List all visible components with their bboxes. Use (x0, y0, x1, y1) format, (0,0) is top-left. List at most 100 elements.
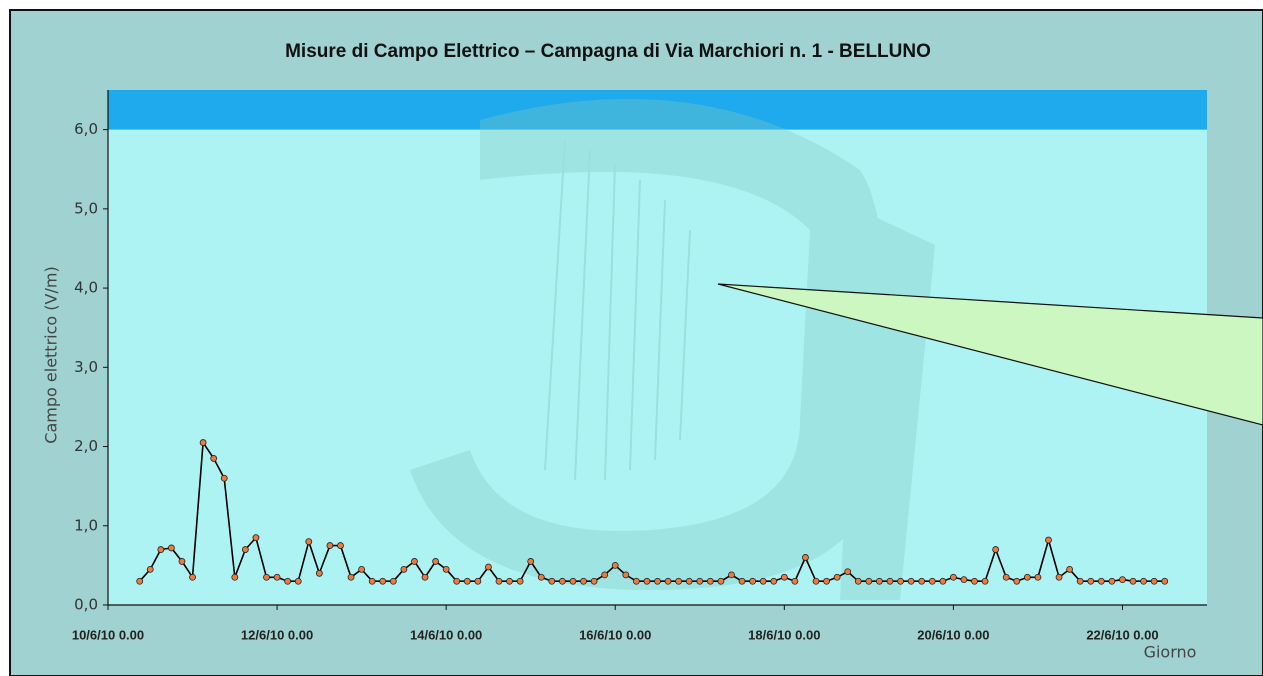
data-point (686, 578, 692, 584)
data-point (200, 440, 206, 446)
x-tick-label: 16/6/10 0.00 (579, 627, 651, 642)
y-tick-label: 0,0 (74, 596, 98, 614)
data-point (1109, 578, 1115, 584)
data-point (337, 543, 343, 549)
data-point (359, 566, 365, 572)
data-point (496, 578, 502, 584)
x-tick-label: 12/6/10 0.00 (241, 627, 313, 642)
data-point (190, 574, 196, 580)
data-point (993, 547, 999, 553)
data-point (771, 578, 777, 584)
data-point (158, 547, 164, 553)
data-point (517, 578, 523, 584)
data-point (549, 578, 555, 584)
data-point (739, 578, 745, 584)
data-point (813, 578, 819, 584)
data-point (411, 558, 417, 564)
data-point (1035, 574, 1041, 580)
data-point (168, 545, 174, 551)
data-point (1151, 578, 1157, 584)
data-point (147, 566, 153, 572)
data-point (1003, 574, 1009, 580)
data-point (401, 566, 407, 572)
data-point (433, 558, 439, 564)
data-point (327, 543, 333, 549)
x-tick-label: 14/6/10 0.00 (410, 627, 482, 642)
x-tick-label: 22/6/10 0.00 (1086, 627, 1158, 642)
data-point (443, 566, 449, 572)
data-point (982, 578, 988, 584)
data-point (707, 578, 713, 584)
data-point (507, 578, 513, 584)
data-point (1098, 578, 1104, 584)
data-point (845, 569, 851, 575)
data-point (1130, 578, 1136, 584)
data-point (485, 564, 491, 570)
y-tick-label: 4,0 (74, 279, 98, 297)
y-tick-label: 3,0 (74, 358, 98, 376)
data-point (866, 578, 872, 584)
data-point (591, 578, 597, 584)
data-point (972, 578, 978, 584)
data-point (644, 578, 650, 584)
data-point (264, 574, 270, 580)
data-point (1119, 577, 1125, 583)
data-point (1067, 566, 1073, 572)
data-point (718, 578, 724, 584)
data-point (422, 574, 428, 580)
data-point (285, 578, 291, 584)
data-point (1162, 578, 1168, 584)
data-point (390, 578, 396, 584)
data-point (898, 578, 904, 584)
data-point (908, 578, 914, 584)
data-point (919, 578, 925, 584)
data-point (1141, 578, 1147, 584)
data-point (274, 574, 280, 580)
data-point (581, 578, 587, 584)
x-tick-label: 20/6/10 0.00 (917, 627, 989, 642)
data-point (528, 558, 534, 564)
data-point (824, 578, 830, 584)
data-point (179, 558, 185, 564)
data-point (1088, 578, 1094, 584)
y-tick-label: 6,0 (74, 120, 98, 138)
chart-title: Misure di Campo Elettrico – Campagna di … (285, 41, 931, 62)
data-point (454, 578, 460, 584)
data-point (887, 578, 893, 584)
data-point (876, 578, 882, 584)
x-tick-label: 10/6/10 0.00 (72, 627, 144, 642)
data-point (665, 578, 671, 584)
data-point (760, 578, 766, 584)
data-point (242, 547, 248, 553)
x-tick-label: 18/6/10 0.00 (748, 627, 820, 642)
data-point (1014, 578, 1020, 584)
data-point (802, 554, 808, 560)
data-point (570, 578, 576, 584)
data-point (316, 570, 322, 576)
y-tick-label: 1,0 (74, 516, 98, 534)
data-point (211, 455, 217, 461)
data-point (750, 578, 756, 584)
data-point (655, 578, 661, 584)
data-point (1045, 537, 1051, 543)
data-point (369, 578, 375, 584)
data-point (538, 574, 544, 580)
data-point (559, 578, 565, 584)
y-tick-label: 2,0 (74, 437, 98, 455)
data-point (137, 578, 143, 584)
data-point (676, 578, 682, 584)
data-point (961, 577, 967, 583)
y-axis-label: Campo elettrico (V/m) (42, 266, 61, 443)
data-point (855, 578, 861, 584)
data-point (1077, 578, 1083, 584)
data-point (295, 578, 301, 584)
data-point (633, 578, 639, 584)
data-point (306, 539, 312, 545)
data-point (348, 574, 354, 580)
data-point (728, 572, 734, 578)
x-axis-label: Giorno (1144, 643, 1197, 662)
data-point (792, 578, 798, 584)
data-point (697, 578, 703, 584)
data-point (612, 562, 618, 568)
data-point (253, 535, 259, 541)
